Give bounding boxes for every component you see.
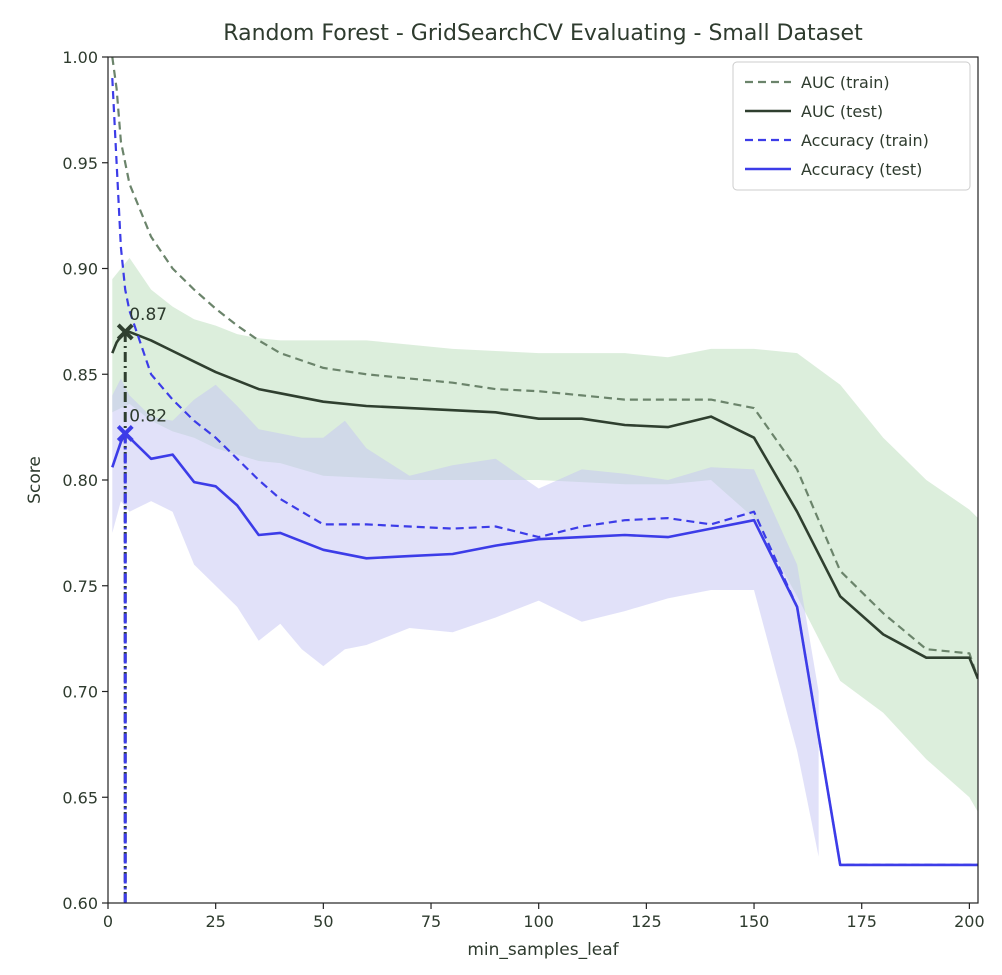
legend-label-auc-train: AUC (train) (801, 73, 890, 92)
line-auc-test (111, 330, 978, 680)
legend-label-accuracy-train: Accuracy (train) (801, 131, 929, 150)
y-tick-label: 0.90 (62, 260, 98, 279)
axis-ticks: 0 25 50 75 100 125 150 175 200 0.60 0.65 0.70 0.75 0.… (62, 48, 984, 931)
best-score-label-1: 0.87 (129, 305, 167, 325)
chart-title: Random Forest - GridSearchCV Evaluating … (223, 21, 863, 46)
legend: AUC (train) AUC (test) Accuracy (train) Acc… (732, 61, 971, 191)
best-score-marker-1 (116, 323, 134, 341)
x-tick-label: 200 (954, 912, 985, 931)
y-tick-label: 0.65 (62, 788, 98, 807)
band-accuracy-test (112, 378, 819, 857)
band-auc-test (112, 257, 978, 813)
line-accuracy-test (111, 432, 978, 867)
y-axis-label: Score (25, 456, 45, 504)
y-tick-label: 0.80 (62, 471, 98, 490)
x-tick-label: 175 (846, 912, 877, 931)
x-axis-label: min_samples_leaf (467, 940, 619, 960)
x-tick-label: 100 (523, 912, 554, 931)
y-tick-label: 0.95 (62, 154, 98, 173)
x-tick-label: 50 (313, 912, 333, 931)
legend-box (732, 61, 971, 191)
line-accuracy-train (111, 78, 978, 867)
y-tick-label: 0.70 (62, 683, 98, 702)
y-tick-label: 0.75 (62, 577, 98, 596)
best-score-annotations: 0.87 0.82 (116, 305, 167, 903)
series-lines (111, 57, 978, 867)
x-tick-label: 25 (205, 912, 225, 931)
legend-label-accuracy-test: Accuracy (test) (801, 160, 922, 179)
y-tick-label: 0.60 (62, 894, 98, 913)
y-tick-label: 0.85 (62, 365, 98, 384)
best-score-marker-2 (116, 425, 134, 442)
legend-label-auc-test: AUC (test) (801, 102, 883, 121)
best-score-label-2: 0.82 (129, 406, 167, 426)
x-tick-label: 125 (631, 912, 662, 931)
confidence-bands (112, 257, 978, 857)
y-tick-label: 1.00 (62, 48, 98, 67)
x-tick-label: 0 (103, 912, 113, 931)
x-tick-label: 150 (739, 912, 770, 931)
x-tick-label: 75 (421, 912, 441, 931)
